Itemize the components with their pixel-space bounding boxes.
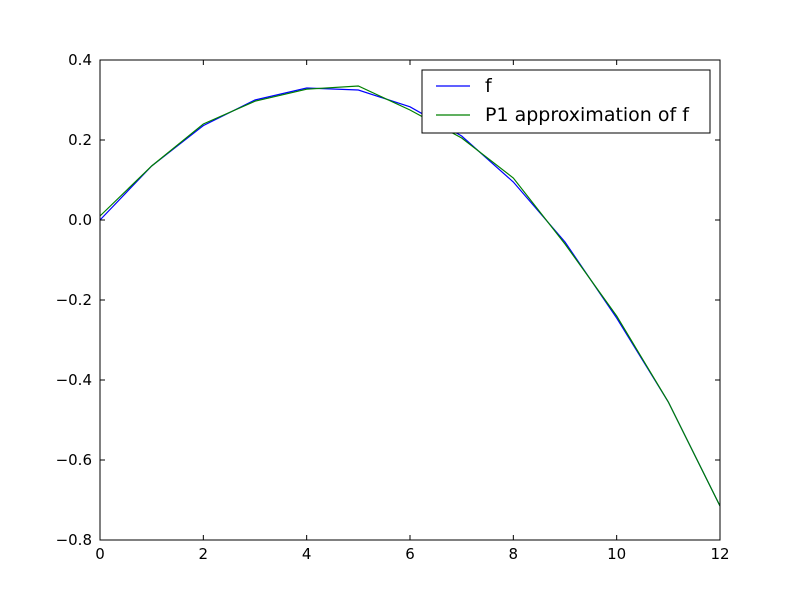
legend-box xyxy=(421,69,711,134)
x-tick-label: 12 xyxy=(710,545,729,563)
x-tick-label: 4 xyxy=(302,545,312,563)
y-tick-label: −0.8 xyxy=(56,531,92,549)
y-tick-label: 0.4 xyxy=(68,51,92,69)
series-line-0 xyxy=(99,87,721,507)
ticks-layer: 0 2 4 6 8 10 12 −0.8 −0.6 −0.4 −0.2 0.0 0.2 0.4 xyxy=(56,51,730,563)
x-tick-label: 10 xyxy=(607,545,626,563)
y-tick-label: −0.4 xyxy=(56,371,92,389)
y-tick-label: 0.0 xyxy=(68,211,92,229)
legend-label-f: f xyxy=(485,75,493,97)
legend: f P1 approximation of f xyxy=(421,69,711,134)
legend-label-p1-approximation: P1 approximation of f xyxy=(485,104,690,126)
y-tick-label: 0.2 xyxy=(68,131,92,149)
x-tick-label: 2 xyxy=(199,545,209,563)
series-line-1 xyxy=(99,85,721,507)
x-tick-label: 8 xyxy=(509,545,519,563)
x-tick-label: 0 xyxy=(95,545,105,563)
series-layer xyxy=(99,85,721,507)
y-tick-label: −0.6 xyxy=(56,451,92,469)
x-tick-label: 6 xyxy=(405,545,415,563)
y-tick-label: −0.2 xyxy=(56,291,92,309)
